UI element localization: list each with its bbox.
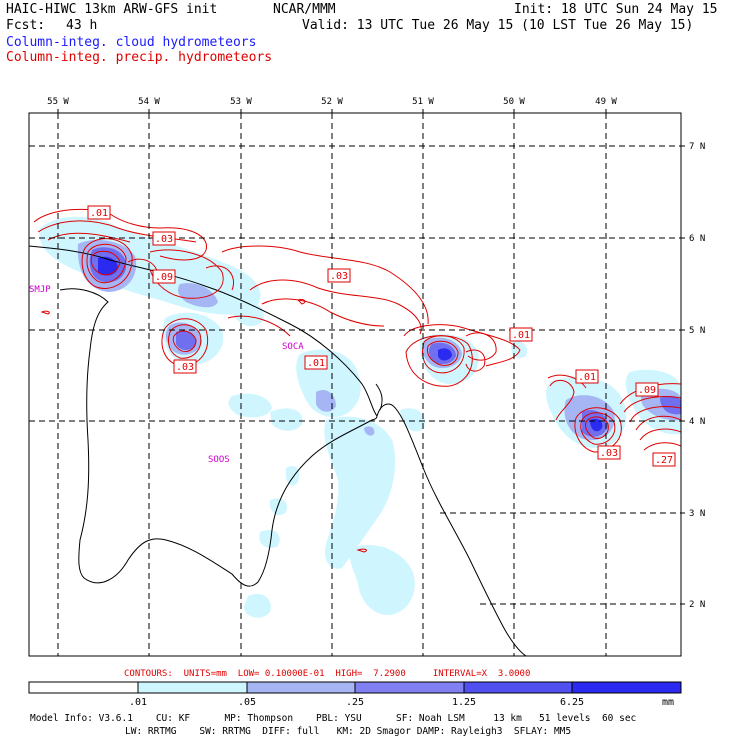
lon-label: 52 W xyxy=(321,97,343,107)
station-soca: SOCA xyxy=(282,342,304,352)
cloud-field-title: Column-integ. cloud hydrometeors xyxy=(6,35,257,50)
contour-label: .09 xyxy=(638,385,656,396)
contour-labels: .01 .03 .09 .03 .03 .01 .01 .01 .09 .03 … xyxy=(90,208,673,466)
model-title: HAIC-HIWC 13km ARW-GFS init xyxy=(6,2,218,17)
contour-label: .27 xyxy=(655,455,673,466)
contour-label: .03 xyxy=(155,234,173,245)
colorbar-tick: .05 xyxy=(238,697,256,708)
lon-label: 49 W xyxy=(595,97,617,107)
forecast-hours: 43 h xyxy=(66,18,98,33)
colorbar-tick: 6.25 xyxy=(560,697,584,708)
colorbar-bin xyxy=(28,681,139,694)
colorbar-tick: .01 xyxy=(129,697,147,708)
station-smjp: SMJP xyxy=(29,285,51,295)
colorbar-bin xyxy=(354,681,465,694)
colorbar-bin xyxy=(137,681,248,694)
model-info-line2: LW: RRTMG SW: RRTMG DIFF: full KM: 2D Sm… xyxy=(125,726,571,737)
lon-label: 55 W xyxy=(47,97,69,107)
lon-label: 54 W xyxy=(138,97,160,107)
colorbar-bin xyxy=(463,681,573,694)
color-bar xyxy=(28,681,682,694)
precip-field-title: Column-integ. precip. hydrometeors xyxy=(6,50,273,65)
contour-label: .03 xyxy=(600,448,618,459)
contour-label: .01 xyxy=(307,358,325,369)
lat-label: 7 N xyxy=(689,142,705,152)
latitude-labels: 7 N 6 N 5 N 4 N 3 N 2 N xyxy=(689,142,705,610)
contour-info: CONTOURS: UNITS=mm LOW= 0.10000E-01 HIGH… xyxy=(124,669,530,679)
contour-label: .01 xyxy=(578,372,596,383)
lat-label: 5 N xyxy=(689,326,705,336)
init-time: Init: 18 UTC Sun 24 May 15 xyxy=(514,2,718,17)
contour-label: .01 xyxy=(512,330,530,341)
colorbar-tick: 1.25 xyxy=(452,697,476,708)
lat-label: 2 N xyxy=(689,600,705,610)
colorbar-bin xyxy=(571,681,682,694)
org-label: NCAR/MMM xyxy=(273,2,336,17)
coastline xyxy=(29,245,527,656)
lon-label: 51 W xyxy=(412,97,434,107)
map-ticks xyxy=(57,109,685,605)
map-frame xyxy=(28,112,682,657)
forecast-label: Fcst: xyxy=(6,18,46,33)
colorbar-tick: .25 xyxy=(346,697,364,708)
model-info-line1: Model Info: V3.6.1 CU: KF MP: Thompson P… xyxy=(30,713,636,724)
lat-lon-grid xyxy=(29,113,681,656)
lat-label: 4 N xyxy=(689,417,705,427)
valid-time: Valid: 13 UTC Tue 26 May 15 (10 LST Tue … xyxy=(302,18,694,33)
station-labels: SMJP SOCA SOOS xyxy=(29,285,304,465)
lon-label: 53 W xyxy=(230,97,252,107)
contour-label: .09 xyxy=(155,272,173,283)
contour-label-boxes xyxy=(87,205,676,467)
contour-label: .03 xyxy=(330,271,348,282)
colorbar-units: mm xyxy=(662,697,674,708)
contour-label: .03 xyxy=(176,362,194,373)
precip-contours xyxy=(33,208,681,553)
contour-label: .01 xyxy=(90,208,108,219)
lat-label: 6 N xyxy=(689,234,705,244)
longitude-labels: 55 W 54 W 53 W 52 W 51 W 50 W 49 W xyxy=(47,97,617,107)
lon-label: 50 W xyxy=(503,97,525,107)
colorbar-bin xyxy=(246,681,356,694)
colorbar-ticks: .01 .05 .25 1.25 6.25 mm xyxy=(129,697,674,708)
lat-label: 3 N xyxy=(689,509,705,519)
station-soos: SOOS xyxy=(208,455,230,465)
